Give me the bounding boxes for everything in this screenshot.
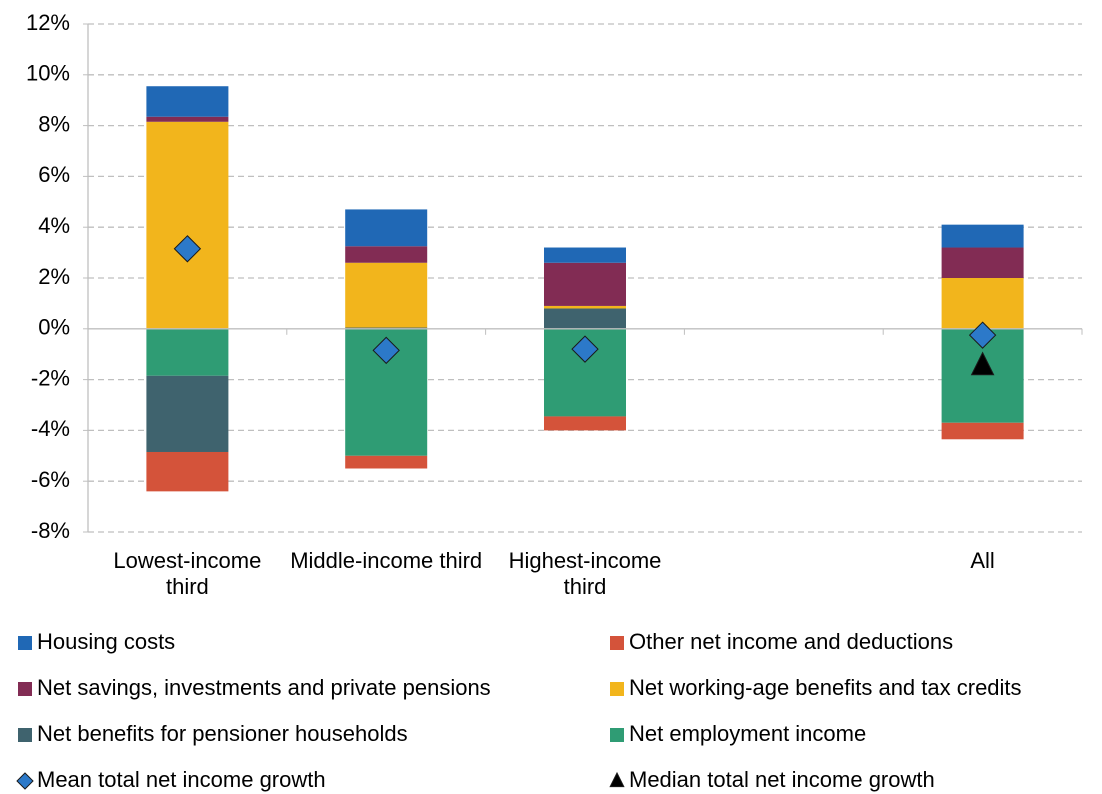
legend-label: Net benefits for pensioner households [37,721,408,746]
legend-label: Other net income and deductions [629,629,953,654]
y-tick-label: 6% [38,162,70,187]
y-tick-label: 12% [26,10,70,35]
marker [372,336,400,365]
bar-segment [544,416,626,431]
legend-label: Housing costs [37,629,175,654]
legend-swatch [610,728,624,742]
bar-segment [544,305,626,309]
bar-segment [146,375,229,452]
bar-segment [544,308,626,329]
bar-segment [544,262,626,306]
y-tick-label: -8% [31,518,70,543]
x-tick-label: Middle-income third [290,548,483,573]
y-tick-label: 4% [38,213,70,238]
legend-label: Net working-age benefits and tax credits [629,675,1022,700]
legend-swatch [610,636,624,650]
bar-segment [146,451,229,492]
legend-label: Median total net income growth [629,767,935,792]
y-tick-label: -6% [31,467,70,492]
x-tick-label: Highest-income third [508,548,662,599]
marker [968,321,997,349]
bar-segment [544,247,626,263]
y-tick-label: -4% [31,416,70,441]
legend-marker [16,772,34,790]
y-tick-label: 10% [26,61,70,86]
y-tick-label: 8% [38,111,70,136]
bar-segment [941,278,1024,329]
x-tick-label: Lowest-income third [113,548,262,599]
legend-label: Net savings, investments and private pen… [37,675,491,700]
bar-segment [146,121,229,329]
bar-segment [345,209,428,247]
legend-swatch [18,636,32,650]
y-tick-label: 0% [38,315,70,340]
bar-segment [941,422,1024,440]
y-tick-label: -2% [31,365,70,390]
marker [571,335,599,363]
bar-segment [941,224,1024,248]
legend-label: Net employment income [629,721,866,746]
marker [173,235,202,263]
legend-marker [609,771,625,788]
bar-segment [146,328,229,376]
legend-swatch [18,728,32,742]
bar-segment [146,86,229,117]
bar-segment [345,455,428,469]
y-tick-label: 2% [38,264,70,289]
legend-label: Mean total net income growth [37,767,326,792]
bar-segment [146,116,229,122]
legend-swatch [18,682,32,696]
marker [970,351,995,376]
bar-segment [941,247,1024,278]
bar-segment [345,262,428,328]
x-tick-label: All [970,548,995,573]
legend-swatch [610,682,624,696]
bar-segment [345,246,428,263]
